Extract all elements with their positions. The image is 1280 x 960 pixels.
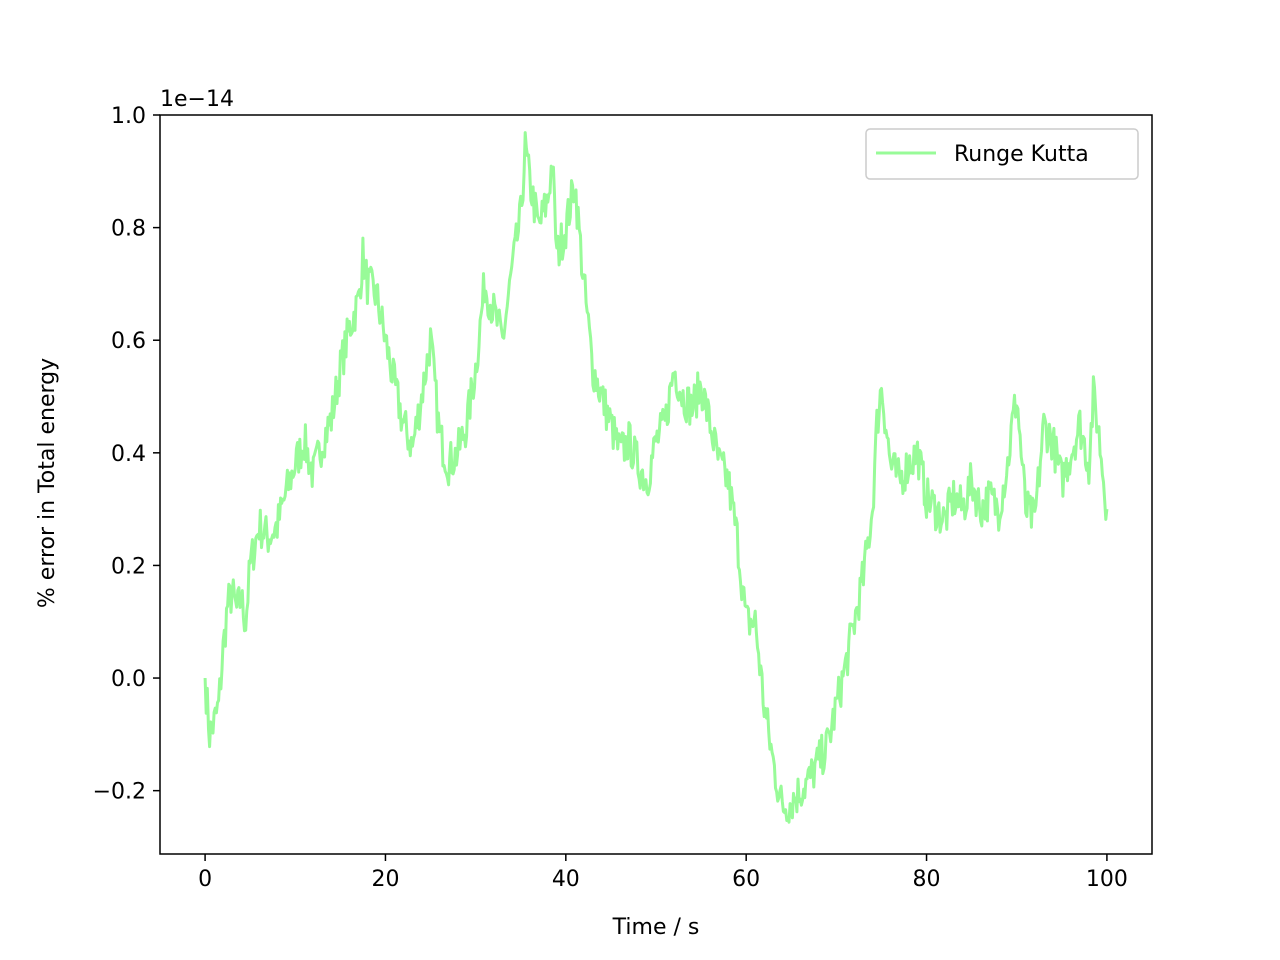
- y-tick-label: 0.0: [111, 667, 146, 692]
- x-tick-label: 80: [913, 867, 941, 892]
- axes-frame: [159, 114, 1153, 855]
- y-tick-label: 0.4: [111, 442, 146, 467]
- y-tick-label: 0.2: [111, 554, 146, 579]
- legend-box: [865, 128, 1139, 180]
- x-tick-label: 40: [552, 867, 580, 892]
- plot-layer: [203, 131, 1109, 824]
- x-tick-label: 100: [1086, 867, 1128, 892]
- y-tick-label: 0.8: [111, 217, 146, 242]
- y-tick-label: 0.6: [111, 329, 146, 354]
- legend-label: Runge Kutta: [954, 142, 1089, 167]
- offset-text: 1e−14: [160, 87, 234, 112]
- x-axis-label: Time / s: [612, 915, 700, 940]
- legend: Runge Kutta: [865, 128, 1139, 180]
- x-tick-label: 0: [198, 867, 212, 892]
- x-tick-label: 20: [371, 867, 399, 892]
- series-line-0: [203, 131, 1109, 824]
- axes-layer: 0 20 40 60 80 100 −0.2 0.0 0.2 0.4 0.6 0.8 1.0: [93, 104, 1153, 892]
- y-tick-label: −0.2: [93, 780, 146, 805]
- x-tick-label: 60: [732, 867, 760, 892]
- y-tick-label: 1.0: [111, 104, 146, 129]
- y-axis-label: % error in Total energy: [35, 358, 60, 608]
